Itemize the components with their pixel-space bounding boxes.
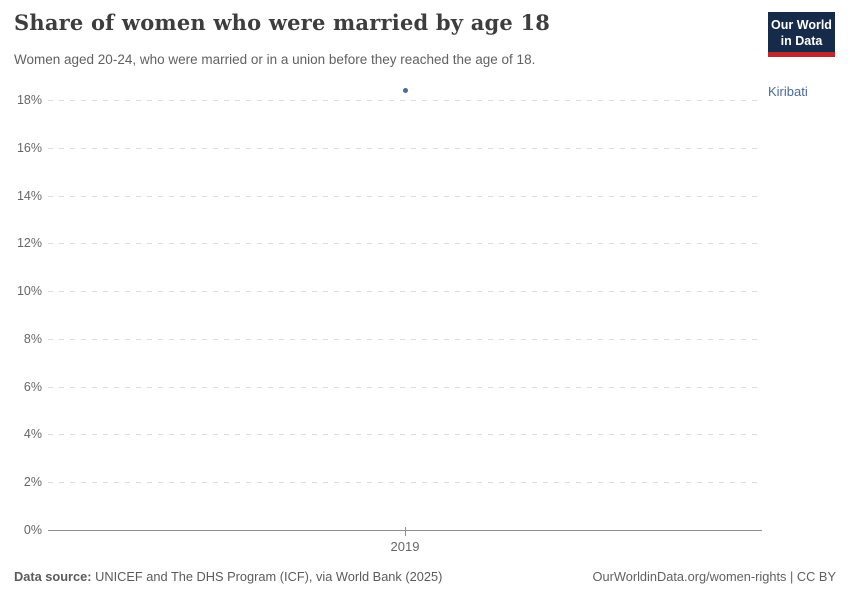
- y-axis-tick-label: 4%: [23, 427, 42, 442]
- y-axis-tick-label: 16%: [16, 140, 42, 155]
- data-point-kiribati[interactable]: [402, 87, 408, 93]
- gridline: [48, 100, 762, 101]
- data-source-text: UNICEF and The DHS Program (ICF), via Wo…: [91, 569, 443, 584]
- x-axis-tick-label: 2019: [390, 539, 420, 554]
- y-axis-tick-label: 12%: [16, 236, 42, 251]
- gridline: [48, 386, 762, 388]
- chart-subtitle: Women aged 20-24, who were married or in…: [14, 52, 536, 67]
- gridline: [48, 338, 762, 340]
- owid-logo-red-bar: [768, 52, 835, 57]
- data-source-label: Data source:: [14, 569, 92, 584]
- gridline: [48, 434, 762, 436]
- gridline: [48, 243, 762, 245]
- data-source-note: Data source: UNICEF and The DHS Program …: [14, 569, 442, 584]
- y-axis-tick-label: 0%: [23, 523, 42, 537]
- gridline: [48, 195, 762, 197]
- owid-logo[interactable]: Our World in Data: [768, 12, 835, 57]
- y-axis-tick-label: 10%: [16, 284, 42, 299]
- page-title: Share of women who were married by age 1…: [14, 10, 551, 35]
- gridline: [48, 482, 762, 484]
- y-axis-tick-label: 14%: [16, 188, 42, 203]
- entity-label-kiribati[interactable]: Kiribati: [768, 84, 808, 99]
- owid-logo-line2: in Data: [780, 34, 823, 48]
- y-axis-tick-label: 8%: [23, 331, 42, 346]
- x-axis-tick: [404, 527, 406, 536]
- y-axis-tick-label: 18%: [16, 93, 42, 107]
- gridline: [48, 147, 762, 149]
- license-note[interactable]: OurWorldinData.org/women-rights | CC BY: [592, 569, 836, 584]
- owid-logo-line1: Our World: [771, 18, 832, 32]
- y-axis-tick-label: 6%: [23, 379, 42, 394]
- y-axis-tick-label: 2%: [23, 475, 42, 490]
- gridline: [48, 291, 762, 293]
